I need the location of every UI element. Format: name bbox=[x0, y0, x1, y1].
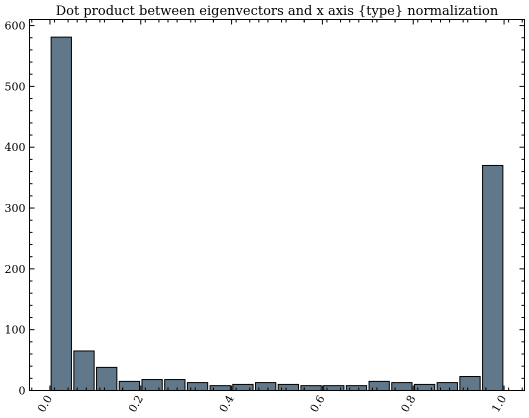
x-tick-labels: 0.0 0.2 0.4 0.6 0.8 1.0 bbox=[35, 393, 509, 415]
y-tick-label: 600 bbox=[5, 20, 26, 33]
x-tick-label: 1.0 bbox=[489, 393, 509, 415]
y-tick-label: 300 bbox=[5, 202, 26, 215]
bars-group bbox=[50, 36, 504, 392]
histogram-bar bbox=[73, 350, 95, 392]
x-tick-label: 0.6 bbox=[308, 393, 328, 415]
histogram-bar bbox=[482, 164, 504, 391]
x-tick-label: 0.4 bbox=[217, 393, 237, 415]
y-tick-label: 200 bbox=[5, 263, 26, 276]
ticks-group bbox=[29, 19, 525, 391]
y-tick-label: 500 bbox=[5, 80, 26, 93]
histogram-bar bbox=[50, 36, 72, 392]
y-tick-label: 400 bbox=[5, 141, 26, 154]
y-tick-labels: 0 100 200 300 400 500 600 bbox=[5, 20, 26, 398]
y-tick-label: 100 bbox=[5, 324, 26, 337]
x-tick-label: 0.2 bbox=[126, 393, 146, 415]
y-tick-label: 0 bbox=[19, 385, 26, 398]
plot-frame bbox=[29, 19, 525, 391]
chart-title: Dot product between eigenvectors and x a… bbox=[56, 4, 499, 19]
x-tick-label: 0.0 bbox=[35, 393, 55, 415]
histogram-bar bbox=[96, 366, 118, 391]
x-tick-label: 0.8 bbox=[398, 393, 418, 415]
